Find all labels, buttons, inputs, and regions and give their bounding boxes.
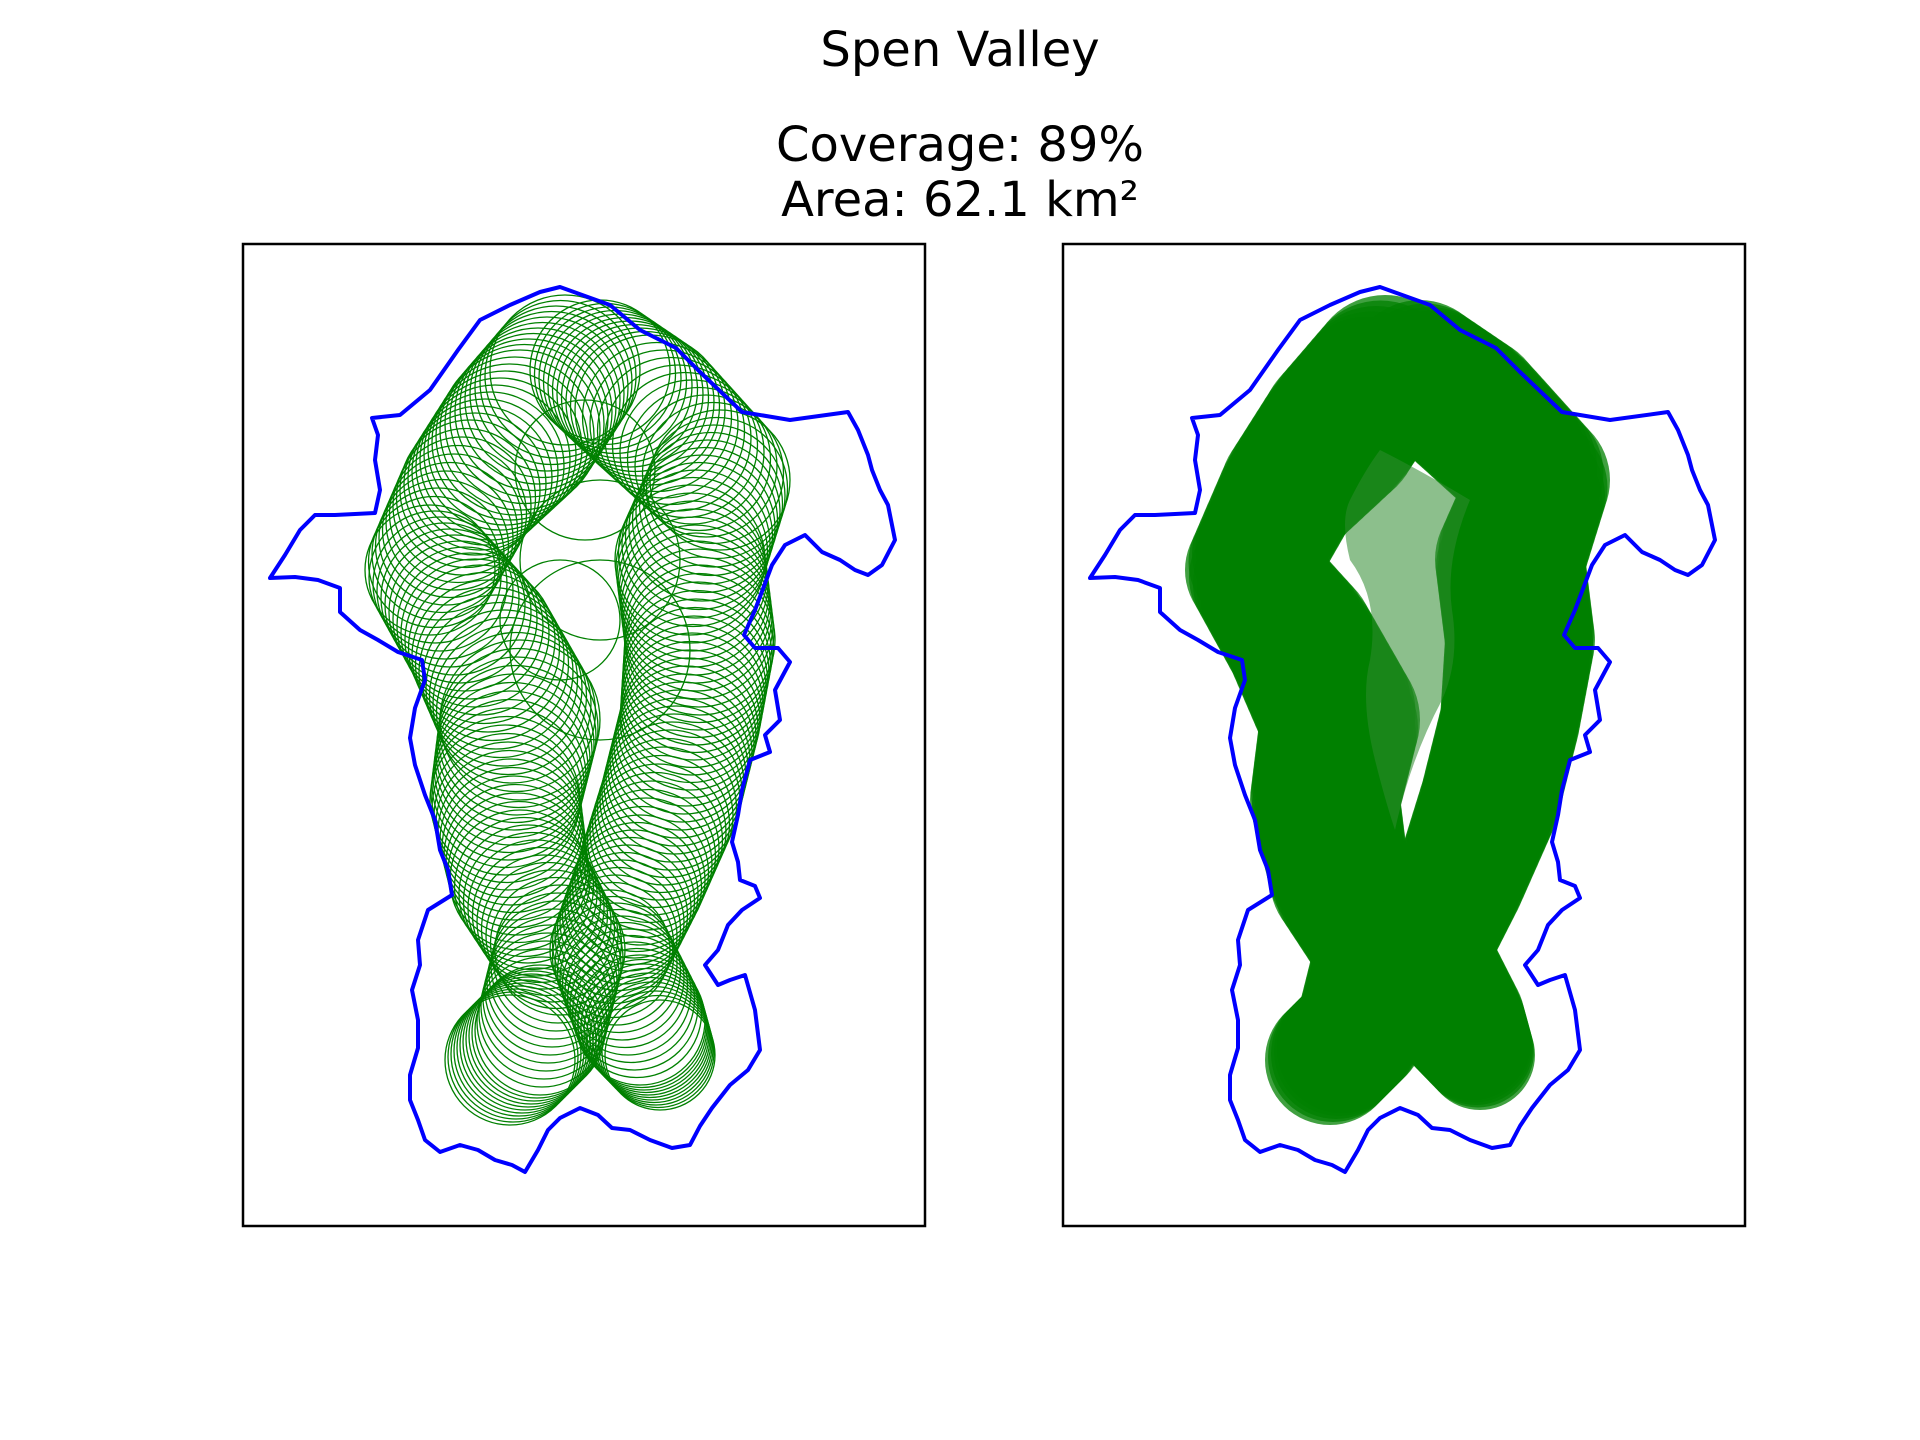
coverage-circle: [586, 972, 710, 1096]
right-map-panel: [1061, 242, 1747, 1228]
coverage-circle: [447, 991, 579, 1123]
coverage-circle: [471, 967, 603, 1099]
coverage-circle: [458, 824, 598, 964]
coverage-circle: [1265, 995, 1395, 1125]
coverage-circle: [435, 631, 597, 793]
coverage-circle: [641, 401, 785, 545]
coverage-circle: [403, 412, 547, 556]
coverage-circle: [407, 405, 553, 551]
coverage-circle: [421, 601, 579, 759]
coverage-circle: [556, 866, 682, 992]
coverage-circle: [425, 609, 583, 767]
coverage-circle: [583, 967, 709, 1094]
coverage-circle: [476, 956, 608, 1088]
coverage-circle: [634, 394, 778, 538]
coverage-circle: [649, 409, 791, 551]
coverage-circle: [564, 928, 692, 1056]
coverage-circle: [376, 522, 514, 660]
coverage-circle: [617, 476, 769, 628]
coverage-circle: [554, 902, 678, 1026]
coverage-circle: [519, 479, 681, 641]
coverage-circle: [480, 861, 616, 997]
coverage-circle: [635, 439, 781, 585]
coverage-circle: [628, 454, 776, 602]
coverage-circle: [571, 821, 703, 953]
coverage-circle: [574, 814, 706, 946]
coverage-circles-outline-layer: [364, 294, 791, 1126]
coverage-circle: [454, 332, 613, 492]
coverage-circle: [459, 327, 617, 485]
coverage-circle: [556, 908, 682, 1034]
coverage-circle: [453, 816, 595, 958]
coverage-circle: [645, 416, 789, 560]
coverage-circle: [626, 386, 772, 532]
coverage-circle: [489, 294, 641, 446]
coverage-circle: [576, 805, 710, 939]
coverage-circle: [509, 559, 691, 741]
coverage-circle: [469, 316, 625, 472]
coverage-circle: [378, 470, 514, 606]
coverage-circle: [476, 854, 612, 990]
coverage-circle: [407, 571, 561, 725]
coverage-circle: [499, 559, 621, 681]
figure-title: Spen Valley: [820, 22, 1100, 78]
coverage-circle: [586, 771, 724, 909]
coverage-circle: [388, 540, 532, 684]
coverage-circle: [566, 934, 696, 1064]
coverage-circle: [591, 754, 731, 894]
coverage-circle: [589, 763, 727, 901]
coverage-circle: [372, 516, 508, 652]
coverage-circle: [554, 874, 678, 998]
coverage-circle: [604, 999, 716, 1111]
coverage-circle: [631, 446, 779, 594]
coverage-circle: [621, 469, 771, 619]
coverage-circle: [596, 356, 746, 506]
left-panel-frame: [241, 242, 927, 1228]
coverage-circle: [450, 988, 582, 1120]
area-text: Area: 62.1 km²: [781, 172, 1139, 228]
coverage-circle: [589, 976, 711, 1099]
coverage-circle: [419, 384, 571, 536]
coverage-circle: [1425, 1000, 1535, 1110]
coverage-text: Coverage: 89%: [775, 117, 1145, 173]
coverage-circle: [569, 829, 699, 959]
coverage-circle: [474, 964, 606, 1096]
coverage-circle: [464, 321, 621, 479]
coverage-circle: [439, 349, 601, 511]
coverage-circle: [514, 399, 656, 541]
coverage-circle: [581, 341, 733, 493]
coverage-circle: [418, 594, 574, 750]
coverage-circle: [566, 836, 696, 966]
coverage-circle: [485, 869, 619, 1003]
coverage-circle: [435, 356, 595, 516]
coverage-circle: [384, 534, 526, 676]
coverage-circle: [484, 299, 637, 453]
coverage-circle: [364, 504, 496, 636]
coverage-circle: [444, 994, 576, 1126]
coverage-circle: [601, 994, 715, 1109]
coverage-circle: [432, 624, 592, 784]
coverage-circle: [592, 981, 712, 1101]
coverage-circle: [598, 990, 714, 1106]
coverage-circle: [381, 461, 519, 599]
coverage-circle: [404, 564, 556, 716]
coverage-circle: [368, 510, 502, 644]
coverage-circle: [467, 839, 605, 977]
left-map-panel: [241, 242, 927, 1228]
coverage-circle: [549, 889, 671, 1011]
coverage-circle: [619, 379, 765, 525]
coverage-circle: [414, 586, 570, 742]
coverage-circle: [478, 948, 610, 1080]
coverage-circle: [595, 985, 713, 1104]
coverage-circle: [594, 746, 734, 886]
coverage-circle: [428, 616, 588, 776]
coverage-circle: [374, 478, 510, 614]
coverage-circle: [371, 487, 505, 621]
coverage-circle: [624, 461, 774, 611]
